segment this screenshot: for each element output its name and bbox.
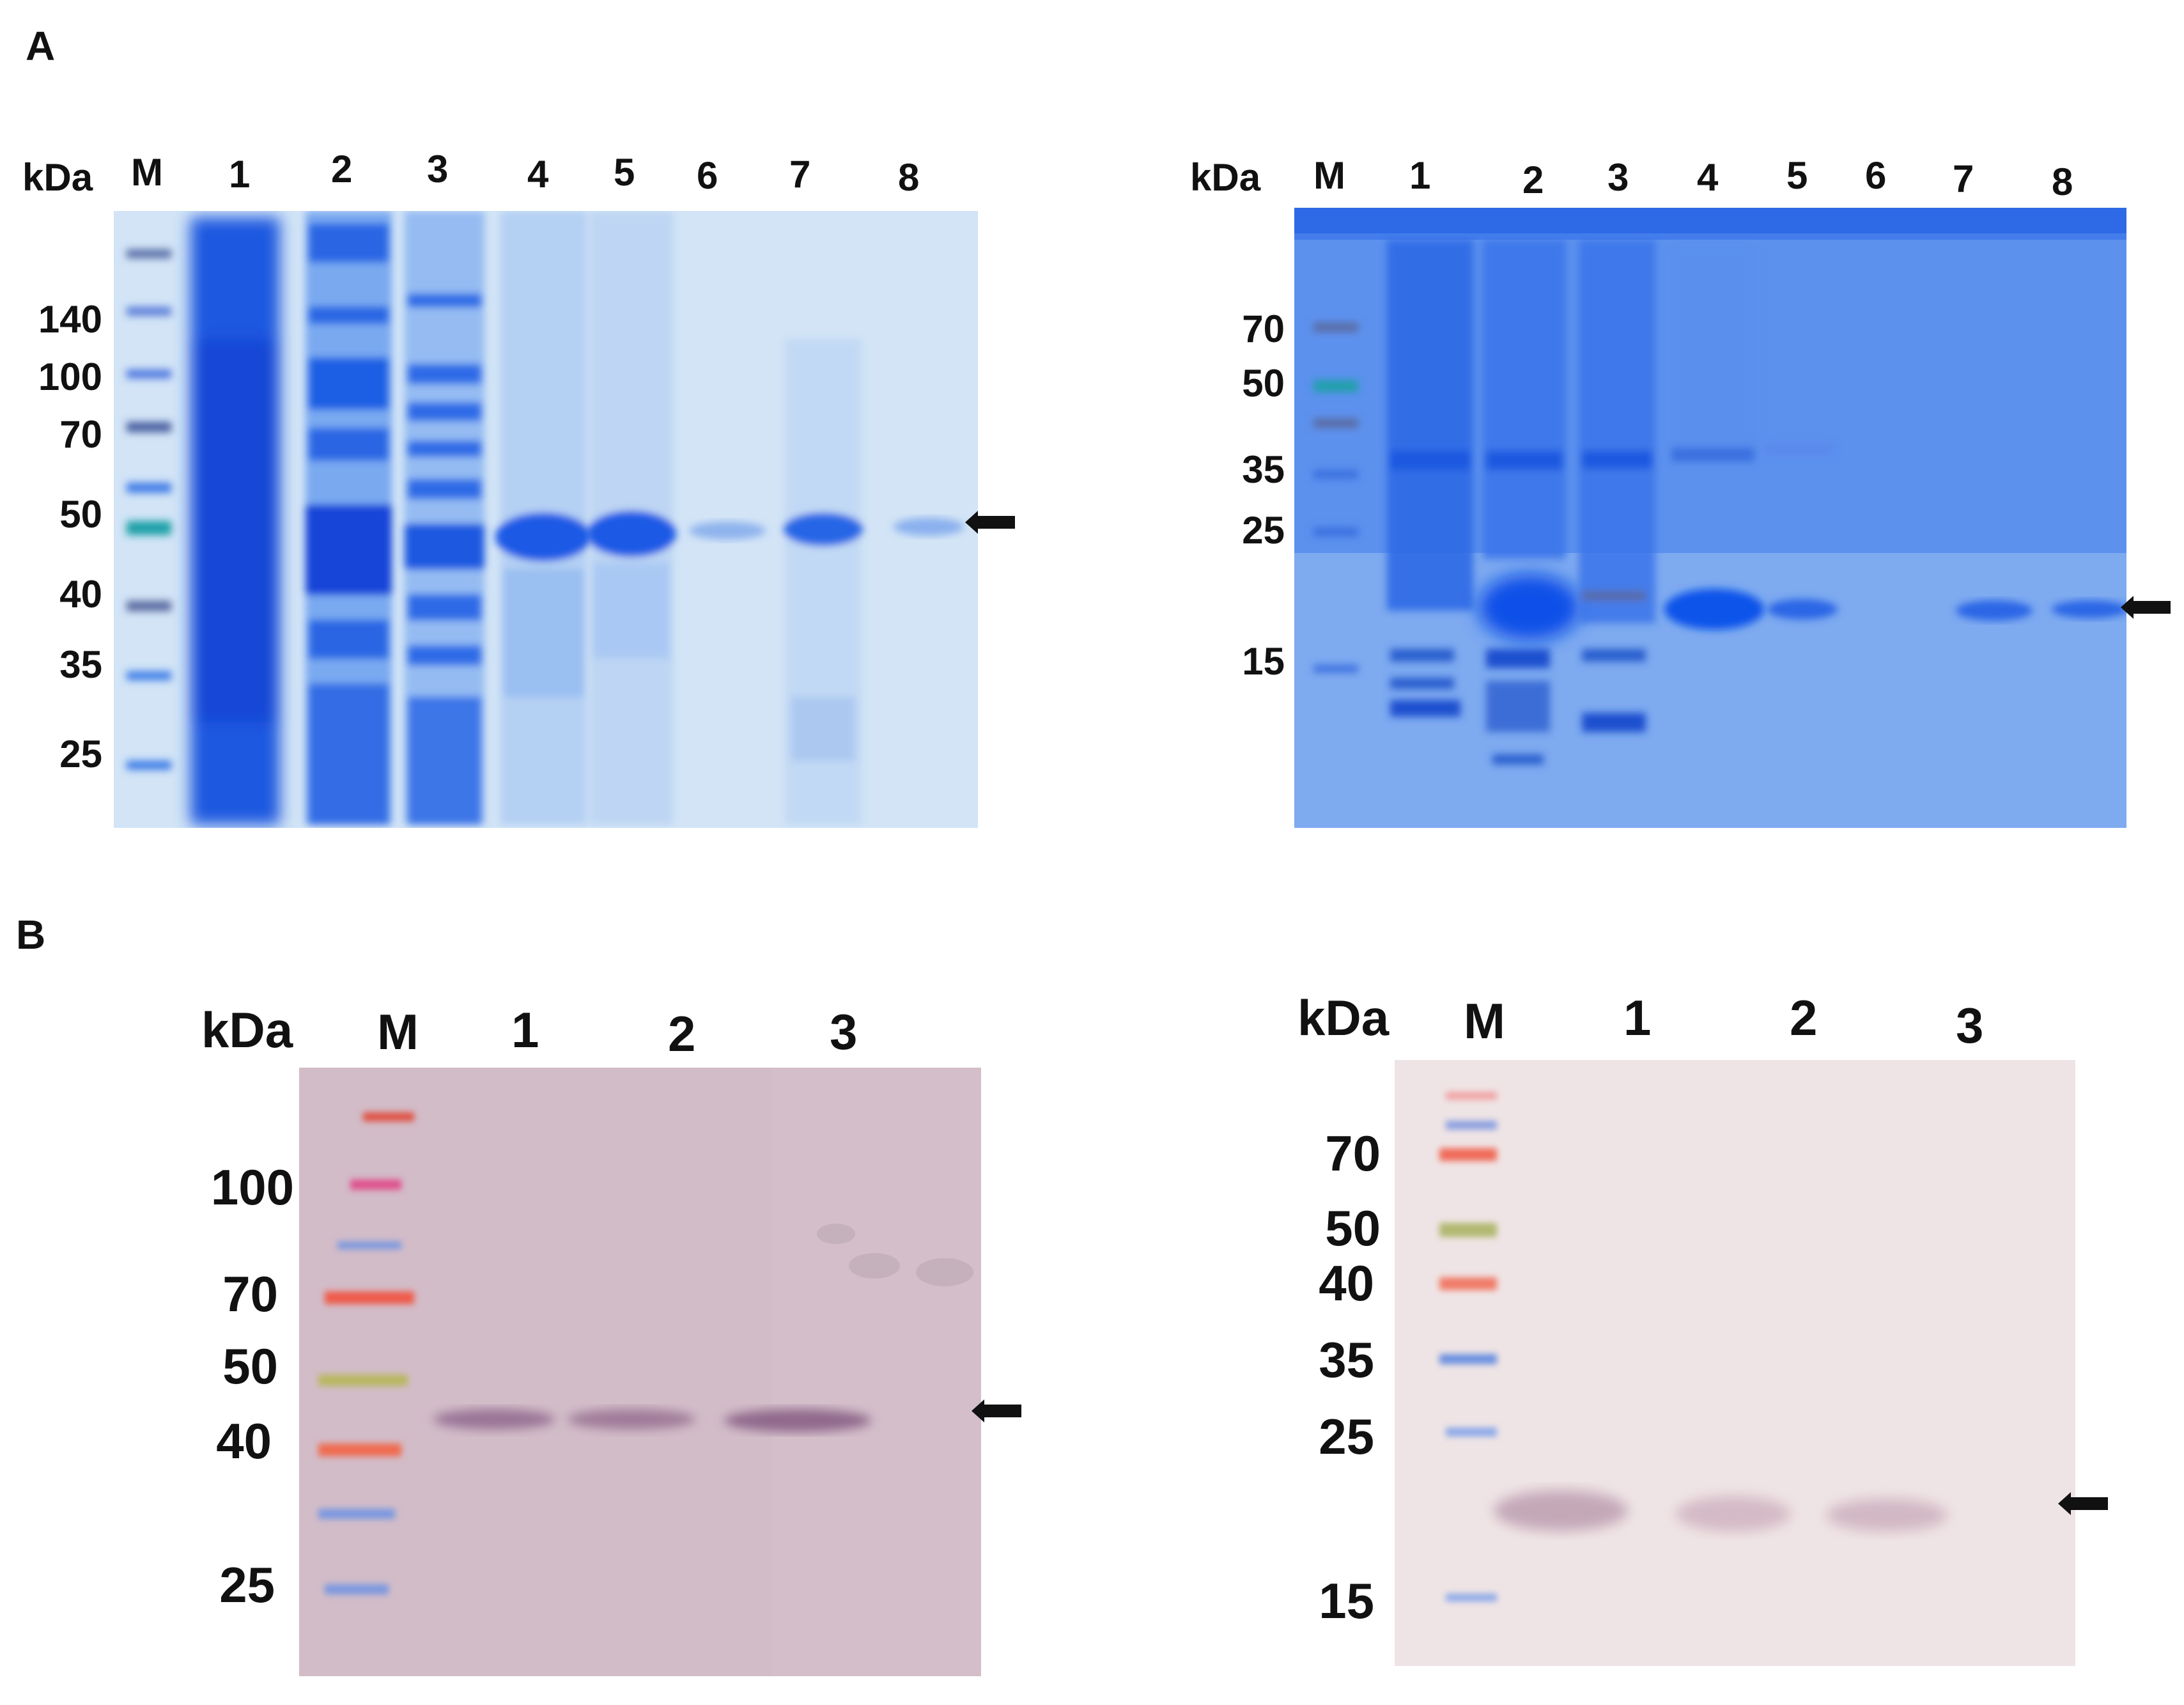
marker-label-70: 70 — [59, 413, 102, 456]
kda-unit-label: kDa — [1190, 156, 1261, 199]
marker-label-35: 35 — [1319, 1332, 1374, 1388]
lane-label-m: M — [1313, 154, 1345, 197]
lane-label-1: 1 — [1409, 154, 1431, 197]
lane-label-6: 6 — [1865, 154, 1887, 197]
marker-label-50: 50 — [222, 1338, 278, 1394]
arrow-icon — [965, 511, 1015, 534]
lane-label-5: 5 — [614, 151, 635, 194]
lane-label-m: M — [377, 1004, 419, 1060]
kda-unit-label: kDa — [1297, 990, 1390, 1046]
kda-unit-label: kDa — [22, 156, 93, 199]
panel-label-a: A — [26, 23, 56, 69]
marker-label-25: 25 — [1319, 1408, 1374, 1465]
marker-label-15: 15 — [1319, 1573, 1374, 1629]
marker-label-70: 70 — [1242, 308, 1285, 350]
arrow-icon — [2058, 1492, 2108, 1515]
arrow-icon — [2121, 596, 2171, 619]
marker-label-25: 25 — [219, 1557, 275, 1613]
lane-label-3: 3 — [427, 148, 449, 191]
marker-label-50: 50 — [1325, 1200, 1381, 1256]
lane-label-3: 3 — [1956, 997, 1984, 1054]
gel-image-a-right — [1294, 208, 2126, 828]
lane-label-8: 8 — [898, 156, 920, 199]
marker-label-70: 70 — [1325, 1125, 1381, 1181]
panel-label-b: B — [16, 912, 46, 958]
arrow-icon — [972, 1399, 1021, 1422]
lane-label-m: M — [1464, 993, 1505, 1049]
marker-label-35: 35 — [1242, 448, 1285, 491]
lane-label-3: 3 — [830, 1004, 858, 1060]
marker-label-50: 50 — [59, 493, 102, 536]
lane-label-m: M — [131, 151, 163, 194]
blot-image-b-left — [299, 1068, 981, 1676]
lane-label-8: 8 — [2052, 160, 2073, 203]
lane-label-2: 2 — [331, 148, 353, 191]
lane-label-3: 3 — [1607, 156, 1629, 199]
lane-label-2: 2 — [1522, 159, 1544, 201]
marker-label-70: 70 — [222, 1266, 278, 1322]
lane-label-1: 1 — [229, 153, 251, 196]
lane-label-7: 7 — [789, 153, 811, 196]
lane-label-1: 1 — [1623, 990, 1652, 1046]
marker-label-15: 15 — [1242, 640, 1285, 683]
lane-label-2: 2 — [1790, 990, 1818, 1046]
marker-label-25: 25 — [1242, 509, 1285, 552]
marker-label-100: 100 — [210, 1159, 294, 1215]
lane-label-5: 5 — [1786, 154, 1808, 197]
marker-label-40: 40 — [1319, 1255, 1374, 1311]
lane-label-4: 4 — [1697, 156, 1719, 199]
kda-unit-label: kDa — [201, 1002, 293, 1058]
blot-image-b-right — [1395, 1060, 2075, 1666]
marker-label-40: 40 — [216, 1413, 272, 1469]
lane-label-6: 6 — [697, 154, 718, 197]
gel-image-a-left — [114, 211, 978, 828]
marker-label-100: 100 — [38, 355, 102, 398]
lane-label-2: 2 — [668, 1006, 696, 1062]
lane-label-4: 4 — [527, 153, 549, 196]
lane-label-1: 1 — [511, 1002, 539, 1058]
marker-label-25: 25 — [59, 733, 102, 775]
marker-label-50: 50 — [1242, 362, 1285, 405]
marker-label-140: 140 — [38, 298, 102, 341]
marker-label-35: 35 — [59, 643, 102, 686]
marker-label-40: 40 — [59, 573, 102, 616]
lane-label-7: 7 — [1953, 157, 1974, 200]
